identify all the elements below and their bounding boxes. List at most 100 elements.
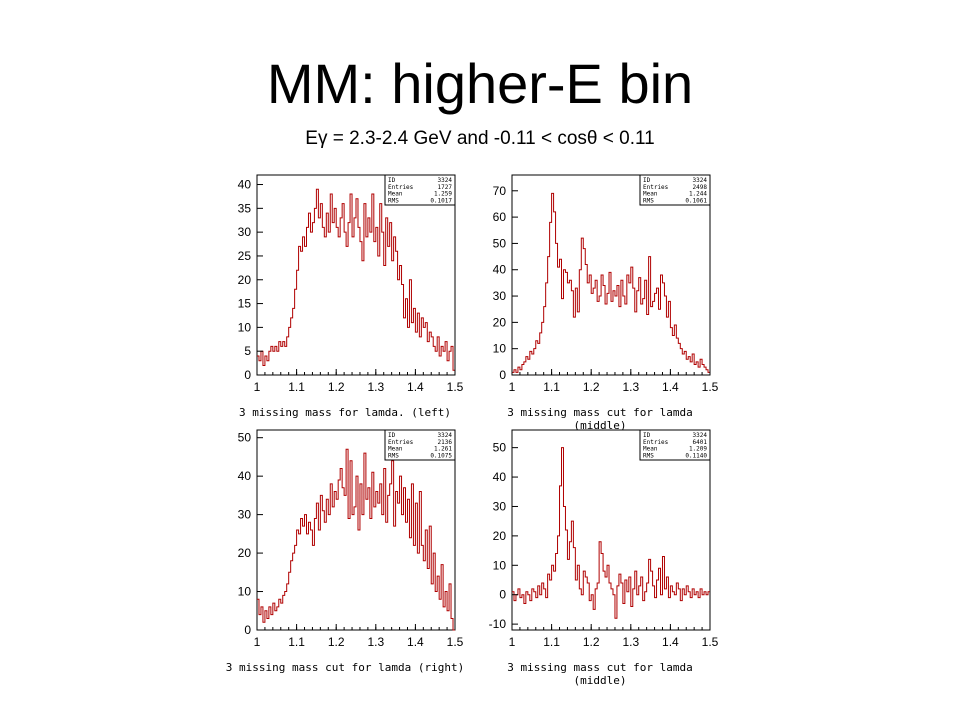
x-tick-label: 1 [509,380,516,394]
y-tick-label: 30 [493,289,507,303]
x-tick-label: 1.4 [662,380,679,394]
y-tick-label: 40 [238,469,252,483]
stats-box [639,429,711,461]
y-tick-label: 30 [238,225,252,239]
slide-subtitle: Eγ = 2.3-2.4 GeV and -0.11 < cosθ < 0.11 [305,128,655,149]
histogram-title-3: 3 missing mass cut for lamda (right) [225,661,465,674]
stats-value: 1.209 [689,446,707,453]
histogram-panel-3: 1 1.1 1.2 1.3 1.4 1.5 0 10 20 30 40 50 ID 3324 Entries… [225,425,465,675]
histogram-line [512,447,710,619]
y-tick-label: 0 [499,368,506,382]
y-tick-label: 30 [238,508,252,522]
stats-key: Entries [388,184,414,191]
stats-value: 1.259 [434,191,452,198]
x-tick-label: 1.3 [367,380,384,394]
y-tick-label: 50 [493,441,507,455]
stats-key: Mean [643,191,658,198]
plot-frame [511,174,711,376]
y-tick-label: 0 [499,588,506,602]
stats-key: RMS [643,197,654,204]
histogram-title-4: 3 missing mass cut for lamda (middle) [507,661,693,687]
stats-key: Mean [388,191,403,198]
histogram-plot-4: 1 1.1 1.2 1.3 1.4 1.5 -10 0 10 20 30 40 50 ID 3324 Entr… [489,429,719,649]
stats-key: ID [388,432,396,439]
stats-key: ID [643,432,651,439]
plot-frame [256,429,456,631]
plot-frame [256,174,456,376]
stats-value: 1.244 [689,191,707,198]
y-tick-label: 0 [244,623,251,637]
stats-value: 3324 [438,432,453,439]
y-tick-label: 10 [493,342,507,356]
x-tick-label: 1.3 [622,380,639,394]
y-tick-label: 40 [493,263,507,277]
stats-key: ID [388,177,396,184]
x-tick-label: 1.3 [367,635,384,649]
y-tick-label: 50 [493,236,507,250]
x-tick-label: 1.2 [328,380,345,394]
x-tick-label: 1.1 [543,380,560,394]
stats-key: Mean [388,446,403,453]
stats-box [384,174,456,206]
histogram-plot-1: 1 1.1 1.2 1.3 1.4 1.5 0 5 10 15 20 25 30 35 40 ID 3324 En… [238,174,464,394]
stats-box [639,174,711,206]
y-tick-label: 60 [493,210,507,224]
y-tick-label: 20 [238,546,252,560]
histogram-plot-2: 1 1.1 1.2 1.3 1.4 1.5 0 10 20 30 40 50 60 70 ID 3324 Ent… [493,174,719,394]
x-tick-label: 1.2 [328,635,345,649]
y-tick-label: 40 [238,178,252,192]
histogram-title-1: 3 missing mass for lamda. (left) [239,406,451,419]
stats-key: Entries [643,184,669,191]
stats-value: 3324 [438,177,453,184]
stats-value: 0.1075 [430,452,452,459]
histogram-line [257,448,455,631]
stats-key: RMS [388,197,399,204]
histogram-plot-3: 1 1.1 1.2 1.3 1.4 1.5 0 10 20 30 40 50 ID 3324 Entries… [238,429,464,649]
slide-title: MM: higher-E bin [266,52,694,115]
y-tick-label: 35 [238,201,252,215]
stats-value: 6401 [693,439,708,446]
stats-key: ID [643,177,651,184]
y-tick-label: 50 [238,431,252,445]
y-tick-label: -10 [489,617,507,631]
y-tick-label: 15 [238,297,252,311]
stats-key: RMS [388,452,399,459]
y-tick-label: 70 [493,184,507,198]
x-tick-label: 1.5 [447,380,464,394]
stats-value: 3324 [693,432,708,439]
stats-value: 0.1061 [685,197,707,204]
y-tick-label: 40 [493,470,507,484]
x-tick-label: 1.1 [288,380,305,394]
x-tick-label: 1 [254,635,261,649]
x-tick-label: 1.2 [583,635,600,649]
stats-value: 0.1140 [685,452,707,459]
x-tick-label: 1 [254,380,261,394]
y-tick-label: 10 [238,585,252,599]
histogram-panel-1: 1 1.1 1.2 1.3 1.4 1.5 0 5 10 15 20 25 30 35 40 ID 3324 En… [225,170,465,420]
x-tick-label: 1.3 [622,635,639,649]
y-tick-label: 25 [238,249,252,263]
x-tick-label: 1 [509,635,516,649]
x-tick-label: 1.4 [407,635,424,649]
x-tick-label: 1.4 [662,635,679,649]
stats-value: 2136 [438,439,453,446]
y-tick-label: 30 [493,499,507,513]
stats-key: Entries [388,439,414,446]
x-tick-label: 1.5 [702,635,719,649]
x-tick-label: 1.1 [543,635,560,649]
stats-value: 1727 [438,184,453,191]
x-tick-label: 1.4 [407,380,424,394]
histogram-panel-2: 1 1.1 1.2 1.3 1.4 1.5 0 10 20 30 40 50 60 70 ID 3324 Ent… [480,170,720,432]
stats-value: 0.1017 [430,197,452,204]
histogram-line [512,192,710,373]
x-tick-label: 1.5 [447,635,464,649]
y-tick-label: 20 [493,315,507,329]
x-tick-label: 1.1 [288,635,305,649]
stats-key: Mean [643,446,658,453]
plot-frame [511,429,711,631]
y-tick-label: 10 [493,558,507,572]
y-tick-label: 20 [493,529,507,543]
y-tick-label: 10 [238,320,252,334]
x-tick-label: 1.5 [702,380,719,394]
y-tick-label: 20 [238,273,252,287]
